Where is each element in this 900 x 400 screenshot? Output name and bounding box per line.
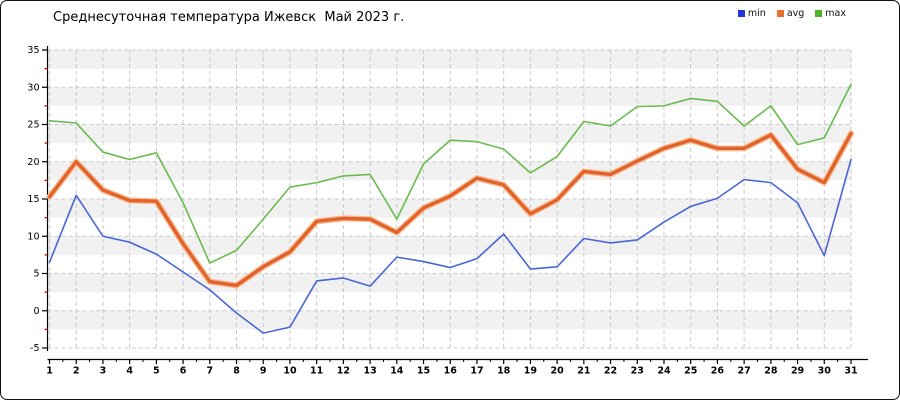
x-tick-label: 30 [818,366,832,377]
x-tick-label: 24 [657,366,671,377]
x-tick-label: 18 [497,366,511,377]
x-tick-label: 17 [470,366,483,377]
x-tick-label: 29 [791,366,804,377]
plot-band [47,236,852,255]
x-tick-label: 25 [684,366,697,377]
x-tick-label: 22 [604,366,617,377]
x-tick-label: 16 [444,366,458,377]
y-tick-label: 30 [27,82,39,93]
x-tick-label: 28 [764,366,778,377]
x-tick-label: 14 [390,366,404,377]
x-axis: 1 2 3 4 5 6 7 8 9 10 11 12 13 14 15 16 17 18 19 20 21 22 23 24 2… [46,358,868,377]
x-tick-label: 19 [524,366,537,377]
y-axis: 35 30 25 20 15 10 5 0 -5 [27,45,49,354]
legend-label-avg: avg [786,8,805,19]
y-tick-label: 35 [27,45,39,56]
x-tick-label: 21 [577,366,590,377]
plot-band [47,310,852,330]
legend: min avg max [737,8,846,19]
max-series-line [48,83,852,264]
x-tick-label: 9 [260,366,267,377]
max-swatch-icon [815,10,823,17]
legend-item-min[interactable]: min [737,8,766,19]
x-tick-label: 2 [73,366,80,377]
y-tick-label: 20 [27,157,39,168]
series-avg [46,130,854,289]
y-tick-label: 5 [33,269,39,280]
chart-title: Среднесуточная температура Ижевск Май 20… [53,10,405,25]
x-tick-label: 8 [233,366,240,377]
series-max [48,83,852,264]
min-series-line [48,158,852,334]
min-swatch-icon [737,10,745,17]
x-tick-label: 10 [283,366,297,377]
x-tick-label: 4 [126,366,133,377]
y-tick-label: 15 [27,194,39,205]
plot-band [47,161,852,181]
x-tick-label: 23 [631,366,644,377]
x-tick-label: 27 [738,366,751,377]
plot-band [47,199,852,218]
y-tick-label: 25 [27,120,39,131]
x-tick-label: 13 [363,366,376,377]
plot-band [47,273,852,293]
series-min [48,158,852,334]
x-tick-label: 26 [711,366,725,377]
legend-item-avg[interactable]: avg [776,8,805,19]
y-tick-label: 0 [33,306,39,317]
x-tick-label: 12 [337,366,350,377]
y-tick-label: 10 [27,231,39,242]
x-tick-label: 7 [206,366,213,377]
x-tick-label: 20 [550,366,564,377]
x-tick-label: 3 [100,366,107,377]
legend-label-min: min [747,8,766,19]
plot-band [47,87,852,106]
legend-item-max[interactable]: max [815,8,846,19]
x-tick-label: 5 [153,366,160,377]
x-tick-label: 11 [310,366,323,377]
x-tick-label: 1 [46,366,53,377]
x-tick-label: 6 [180,366,187,377]
x-tick-label: 31 [844,366,857,377]
avg-swatch-icon [776,10,784,17]
y-tick-label: -5 [30,343,39,354]
legend-label-max: max [825,8,846,19]
plot-band [47,124,852,144]
x-tick-label: 15 [417,366,430,377]
plot-band [47,50,852,69]
avg-series-line [47,131,853,288]
